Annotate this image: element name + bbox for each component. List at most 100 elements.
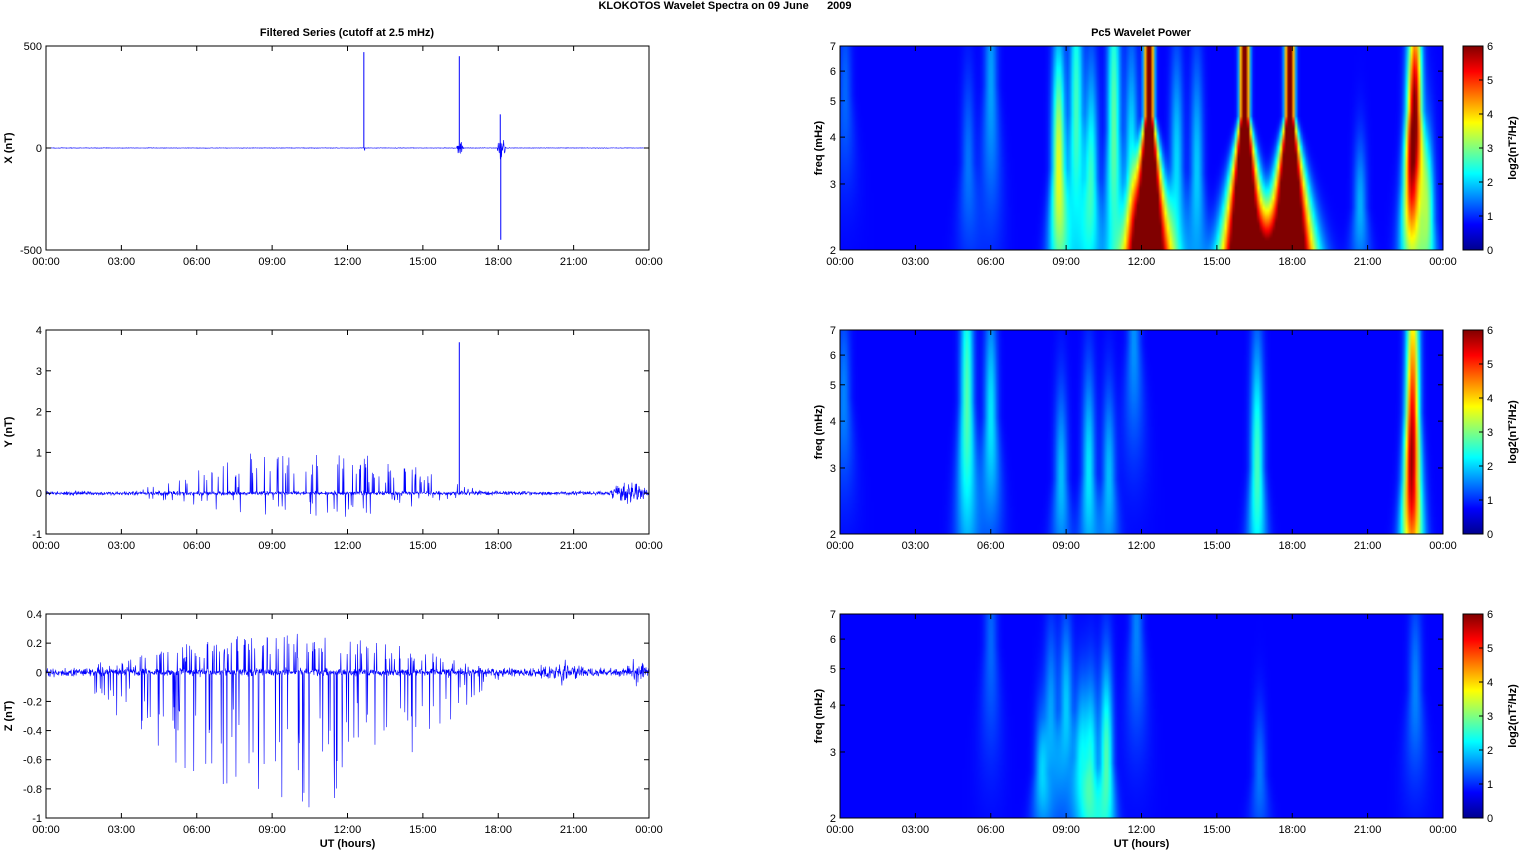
x-series-xtick-label: 09:00 [258, 256, 286, 268]
y-wavelet-ytick-label: 6 [830, 350, 836, 362]
y-wavelet-colorbar-tick-label: 2 [1487, 461, 1493, 473]
z-wavelet-ytick-label: 3 [830, 747, 836, 759]
z-wavelet-colorbar-tick-label: 5 [1487, 643, 1493, 655]
x-wavelet-colorbar-tick-label: 0 [1487, 245, 1493, 257]
z-series-ylabel: Z (nT) [3, 700, 15, 731]
x-wavelet-ytick-label: 4 [830, 132, 836, 144]
x-series-xtick-label: 18:00 [484, 256, 512, 268]
x-series-xtick-label: 00:00 [32, 256, 60, 268]
x-wavelet-colorbar-tick-label: 3 [1487, 143, 1493, 155]
z-wavelet-xtick-label: 15:00 [1203, 824, 1231, 836]
z-wavelet-ytick-label: 7 [830, 609, 836, 621]
y-series-frame [45, 329, 650, 535]
z-series-ytick-label: -0.2 [23, 696, 42, 708]
z-series-xtick-label: 03:00 [108, 824, 136, 836]
x-wavelet-colorbar-label: log2(nT²/Hz) [1507, 116, 1519, 180]
x-wavelet-ytick-label: 5 [830, 96, 836, 108]
y-series-plot: 00:00 03:00 06:00 09:00 12:00 15:00 18:00 21:00… [3, 325, 663, 552]
y-wavelet-ytick-label: 7 [830, 325, 836, 337]
y-series-xtick-label: 18:00 [484, 540, 512, 552]
z-wavelet-plot: 00:00 03:00 06:00 09:00 12:00 15:00 18:00 21:00… [813, 609, 1519, 850]
z-wavelet-xtick-label: 21:00 [1354, 824, 1382, 836]
y-series-xtick-label: 00:00 [32, 540, 60, 552]
y-wavelet-ytick-label: 3 [830, 463, 836, 475]
z-series-xtick-label: 00:00 [635, 824, 663, 836]
x-wavelet-xtick-label: 03:00 [902, 256, 930, 268]
y-series-series-line [45, 453, 650, 517]
z-wavelet-xtick-label: 00:00 [826, 824, 854, 836]
x-wavelet-ytick-label: 6 [830, 66, 836, 78]
x-series-xtick-label: 15:00 [409, 256, 437, 268]
y-series-xtick-label: 12:00 [334, 540, 362, 552]
z-series-xtick-label: 21:00 [560, 824, 588, 836]
y-series-xtick-label: 00:00 [635, 540, 663, 552]
z-wavelet-ylabel: freq (mHz) [813, 688, 825, 743]
z-series-ytick-label: -0.8 [23, 784, 42, 796]
y-series-ylabel: Y (nT) [3, 416, 15, 447]
z-series-xtick-label: 12:00 [334, 824, 362, 836]
z-wavelet-xtick-label: 18:00 [1278, 824, 1306, 836]
z-wavelet-spectrum-image [840, 614, 1443, 818]
x-series-series-line [45, 140, 650, 160]
x-series-ytick-label: 500 [24, 41, 42, 53]
z-series-plot: 00:00 03:00 06:00 09:00 12:00 15:00 18:00 21:00… [3, 609, 663, 850]
z-wavelet-xtick-label: 12:00 [1128, 824, 1156, 836]
y-series-xtick-label: 21:00 [560, 540, 588, 552]
y-series-ytick-label: -1 [32, 529, 42, 541]
z-wavelet-xtick-label: 03:00 [902, 824, 930, 836]
x-series-xtick-label: 03:00 [108, 256, 136, 268]
x-wavelet-xtick-label: 09:00 [1052, 256, 1080, 268]
x-wavelet-colorbar-tick-label: 6 [1487, 41, 1493, 53]
y-wavelet-ylabel: freq (mHz) [813, 404, 825, 459]
y-wavelet-xtick-label: 09:00 [1052, 540, 1080, 552]
left-column-title: Filtered Series (cutoff at 2.5 mHz) [260, 27, 435, 39]
y-wavelet-xtick-label: 12:00 [1128, 540, 1156, 552]
y-wavelet-xtick-label: 00:00 [1429, 540, 1457, 552]
z-series-xtick-label: 09:00 [258, 824, 286, 836]
z-wavelet-colorbar-tick-label: 4 [1487, 677, 1493, 689]
z-series-xtick-label: 15:00 [409, 824, 437, 836]
x-series-plot: 00:00 03:00 06:00 09:00 12:00 15:00 18:00 21:00… [3, 41, 663, 268]
y-wavelet-ytick-label: 2 [830, 529, 836, 541]
x-wavelet-ytick-label: 7 [830, 41, 836, 53]
y-wavelet-ytick-label: 5 [830, 380, 836, 392]
z-wavelet-colorbar-tick-label: 6 [1487, 609, 1493, 621]
x-wavelet-xtick-label: 21:00 [1354, 256, 1382, 268]
x-wavelet-xtick-label: 15:00 [1203, 256, 1231, 268]
x-series-xtick-label: 12:00 [334, 256, 362, 268]
y-series-ytick-label: 0 [36, 488, 42, 500]
x-series-xtick-label: 06:00 [183, 256, 211, 268]
x-wavelet-colorbar-tick-label: 1 [1487, 211, 1493, 223]
y-wavelet-xtick-label: 21:00 [1354, 540, 1382, 552]
x-wavelet-colorbar-tick-label: 2 [1487, 177, 1493, 189]
z-wavelet-ytick-label: 5 [830, 664, 836, 676]
y-wavelet-xtick-label: 06:00 [977, 540, 1005, 552]
z-series-ytick-label: -0.6 [23, 755, 42, 767]
x-wavelet-ytick-label: 3 [830, 179, 836, 191]
x-wavelet-spectrum-image [840, 46, 1443, 250]
y-wavelet-colorbar-tick-label: 3 [1487, 427, 1493, 439]
y-wavelet-ytick-label: 4 [830, 416, 836, 428]
z-series-xtick-label: 18:00 [484, 824, 512, 836]
x-series-xtick-label: 00:00 [635, 256, 663, 268]
z-series-ytick-label: 0.2 [27, 638, 42, 650]
right-column-title: Pc5 Wavelet Power [1091, 27, 1192, 39]
x-wavelet-xtick-label: 12:00 [1128, 256, 1156, 268]
y-wavelet-colorbar-label: log2(nT²/Hz) [1507, 400, 1519, 464]
x-wavelet-ylabel: freq (mHz) [813, 120, 825, 175]
z-series-ytick-label: 0.4 [27, 609, 42, 621]
z-wavelet-colorbar-tick-label: 3 [1487, 711, 1493, 723]
z-series-xtick-label: 00:00 [32, 824, 60, 836]
z-series-xlabel: UT (hours) [320, 838, 376, 850]
z-series-xtick-label: 06:00 [183, 824, 211, 836]
y-wavelet-colorbar-tick-label: 1 [1487, 495, 1493, 507]
figure-suptitle: KLOKOTOS Wavelet Spectra on 09 June 2009 [598, 0, 851, 12]
z-series-frame [45, 613, 650, 819]
z-wavelet-xtick-label: 00:00 [1429, 824, 1457, 836]
y-series-xtick-label: 09:00 [258, 540, 286, 552]
y-wavelet-colorbar-tick-label: 6 [1487, 325, 1493, 337]
x-series-ytick-label: 0 [36, 143, 42, 155]
x-series-xtick-label: 21:00 [560, 256, 588, 268]
x-wavelet-colorbar-tick-label: 5 [1487, 75, 1493, 87]
y-series-ytick-label: 4 [36, 325, 42, 337]
